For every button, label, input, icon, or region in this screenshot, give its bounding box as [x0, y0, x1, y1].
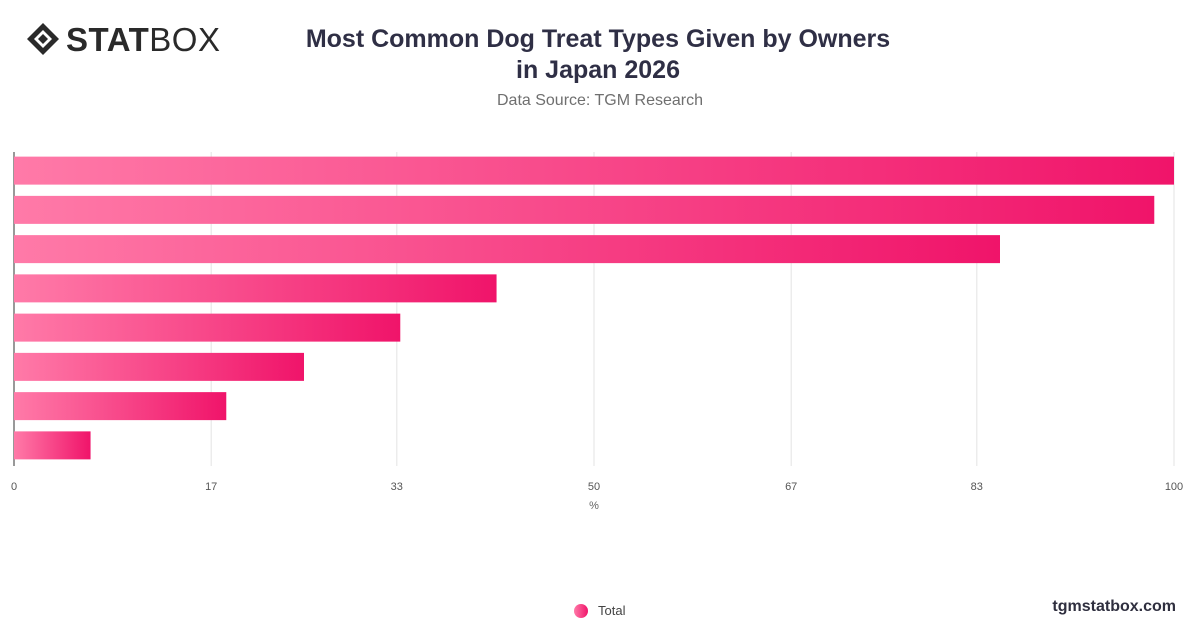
- x-tick-label: 33: [391, 481, 403, 493]
- x-tick-label: 67: [785, 481, 797, 493]
- chart-title: Most Common Dog Treat Types Given by Own…: [305, 25, 891, 84]
- statbox-logo-icon: [27, 23, 59, 55]
- x-tick-label: 83: [971, 481, 983, 493]
- x-tick-label: 50: [588, 481, 600, 493]
- logo: STATBOX: [26, 22, 220, 56]
- bar[interactable]: [14, 195, 1155, 224]
- chart-subtitle: Data Source: TGM Research: [496, 92, 703, 109]
- legend-label: Total: [598, 603, 626, 618]
- logo-text: STATBOX: [66, 23, 220, 56]
- bar[interactable]: [14, 156, 1174, 185]
- logo-text-bold: STAT: [66, 20, 150, 58]
- x-tick-label: 100: [1165, 481, 1183, 493]
- x-tick-label: 17: [205, 481, 217, 493]
- bar[interactable]: [14, 313, 401, 342]
- bar[interactable]: [14, 235, 1000, 264]
- legend[interactable]: Total: [574, 603, 625, 618]
- bar[interactable]: [14, 274, 497, 303]
- bar[interactable]: [14, 392, 227, 421]
- site-url[interactable]: tgmstatbox.com: [1052, 598, 1176, 615]
- bar[interactable]: [14, 352, 304, 381]
- x-axis-label: %: [589, 500, 599, 512]
- bar[interactable]: [14, 431, 91, 460]
- legend-swatch: [574, 603, 588, 618]
- logo-text-light: BOX: [149, 20, 221, 58]
- bar-chart: 0 17 33 50 67 83 100 %: [11, 152, 1183, 512]
- x-tick-label: 0: [11, 481, 17, 493]
